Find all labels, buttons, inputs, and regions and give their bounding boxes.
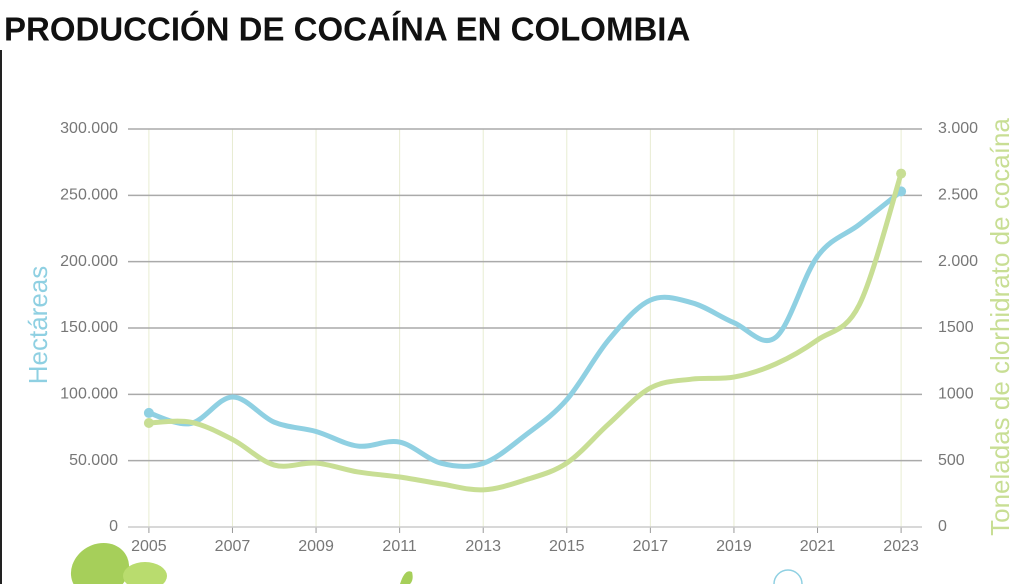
y2-tick-label: 500: [938, 452, 965, 469]
x-tick-label: 2017: [633, 538, 669, 555]
y2-tick-label: 0: [938, 518, 947, 535]
series-line: [146, 171, 904, 493]
chart-title: PRODUCCIÓN DE COCAÍNA EN COLOMBIA: [4, 11, 690, 48]
x-tick-label: 2009: [298, 538, 334, 555]
y-tick-label: 250.000: [60, 187, 118, 204]
end-point: [143, 407, 154, 418]
y-tick-label: 150.000: [60, 319, 118, 336]
x-tick-label: 2013: [465, 538, 501, 555]
y2-tick-label: 2.000: [938, 253, 978, 270]
x-tick-label: 2005: [131, 538, 167, 555]
y-tick-label: 0: [109, 518, 118, 535]
x-tick-label: 2015: [549, 538, 585, 555]
y-axis-label: Hectáreas: [23, 266, 53, 385]
decoration: [70, 542, 803, 584]
x-tick-label: 2007: [215, 538, 251, 555]
y2-tick-label: 3.000: [938, 120, 978, 137]
y2-tick-label: 2.500: [938, 187, 978, 204]
y2-axis-label: Toneladas de clorhidrato de cocaína: [985, 118, 1015, 536]
y2-tick-label: 1500: [938, 319, 974, 336]
series-line: [146, 188, 904, 469]
y-tick-label: 100.000: [60, 386, 118, 403]
x-tick-label: 2021: [800, 538, 836, 555]
x-tick-label: 2011: [382, 538, 417, 555]
x-tick-label: 2023: [883, 538, 919, 555]
y-tick-label: 300.000: [60, 120, 118, 137]
end-point: [896, 168, 907, 179]
end-point: [143, 417, 154, 428]
y-tick-label: 50.000: [69, 452, 118, 469]
y-tick-label: 200.000: [60, 253, 118, 270]
y2-tick-label: 1000: [938, 386, 974, 403]
x-tick-label: 2019: [716, 538, 752, 555]
